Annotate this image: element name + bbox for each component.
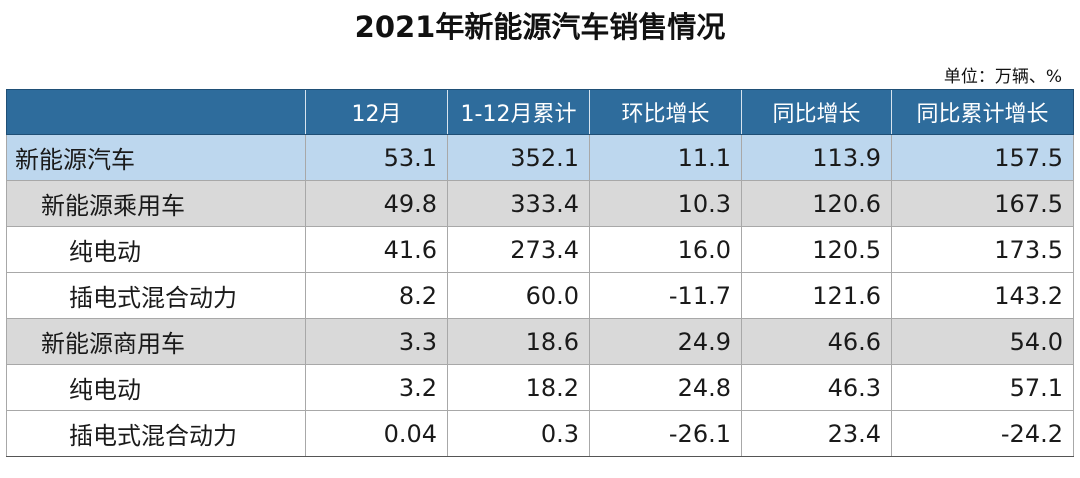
page-title: 2021年新能源汽车销售情况: [354, 10, 726, 44]
table-header: 12月 1-12月累计 环比增长 同比增长 同比累计增长: [6, 89, 1074, 135]
table-row: 新能源乘用车 49.8 333.4 10.3 120.6 167.5: [6, 180, 1074, 227]
row-label: 纯电动: [6, 364, 306, 411]
unit-label: 单位：万辆、%: [943, 67, 1062, 87]
value-cell: 54.0: [891, 318, 1074, 365]
value-cell: 0.3: [447, 410, 590, 457]
row-label: 纯电动: [6, 226, 306, 273]
value-cell: 46.3: [741, 364, 892, 411]
row-label: 插电式混合动力: [6, 272, 306, 319]
value-cell: 11.1: [589, 134, 742, 181]
value-cell: -24.2: [891, 410, 1074, 457]
value-cell: 273.4: [447, 226, 590, 273]
row-label: 新能源汽车: [6, 134, 306, 181]
value-cell: 120.6: [741, 180, 892, 227]
value-cell: 157.5: [891, 134, 1074, 181]
value-cell: 8.2: [305, 272, 448, 319]
value-cell: -11.7: [589, 272, 742, 319]
value-cell: 352.1: [447, 134, 590, 181]
value-cell: 121.6: [741, 272, 892, 319]
value-cell: 0.04: [305, 410, 448, 457]
value-cell: 57.1: [891, 364, 1074, 411]
value-cell: 167.5: [891, 180, 1074, 227]
value-cell: 46.6: [741, 318, 892, 365]
value-cell: 60.0: [447, 272, 590, 319]
value-cell: 18.6: [447, 318, 590, 365]
value-cell: 120.5: [741, 226, 892, 273]
row-label: 插电式混合动力: [6, 410, 306, 457]
table-row: 纯电动 41.6 273.4 16.0 120.5 173.5: [6, 226, 1074, 273]
value-cell: 3.3: [305, 318, 448, 365]
row-label: 新能源商用车: [6, 318, 306, 365]
value-cell: 24.9: [589, 318, 742, 365]
value-cell: 143.2: [891, 272, 1074, 319]
header-cell: 12月: [305, 89, 448, 135]
sales-table: 12月 1-12月累计 环比增长 同比增长 同比累计增长 新能源汽车 53.1 352.1 1…: [6, 89, 1074, 457]
header-cell-category: [6, 89, 306, 135]
table-row: 新能源商用车 3.3 18.6 24.9 46.6 54.0: [6, 318, 1074, 365]
value-cell: 173.5: [891, 226, 1074, 273]
value-cell: 3.2: [305, 364, 448, 411]
value-cell: 41.6: [305, 226, 448, 273]
value-cell: 23.4: [741, 410, 892, 457]
value-cell: 16.0: [589, 226, 742, 273]
table-row: 插电式混合动力 8.2 60.0 -11.7 121.6 143.2: [6, 272, 1074, 319]
table-row: 纯电动 3.2 18.2 24.8 46.3 57.1: [6, 364, 1074, 411]
table-body: 新能源汽车 53.1 352.1 11.1 113.9 157.5 新能源乘用车 49.8 33…: [6, 134, 1074, 457]
value-cell: 53.1: [305, 134, 448, 181]
header-cell: 同比增长: [741, 89, 892, 135]
value-cell: 113.9: [741, 134, 892, 181]
value-cell: 49.8: [305, 180, 448, 227]
header-cell: 同比累计增长: [891, 89, 1074, 135]
header-cell: 1-12月累计: [447, 89, 590, 135]
value-cell: 333.4: [447, 180, 590, 227]
row-label: 新能源乘用车: [6, 180, 306, 227]
value-cell: -26.1: [589, 410, 742, 457]
table-row: 新能源汽车 53.1 352.1 11.1 113.9 157.5: [6, 134, 1074, 181]
value-cell: 24.8: [589, 364, 742, 411]
header-cell: 环比增长: [589, 89, 742, 135]
value-cell: 18.2: [447, 364, 590, 411]
value-cell: 10.3: [589, 180, 742, 227]
table-row: 插电式混合动力 0.04 0.3 -26.1 23.4 -24.2: [6, 410, 1074, 457]
header-row: 12月 1-12月累计 环比增长 同比增长 同比累计增长: [6, 89, 1074, 135]
